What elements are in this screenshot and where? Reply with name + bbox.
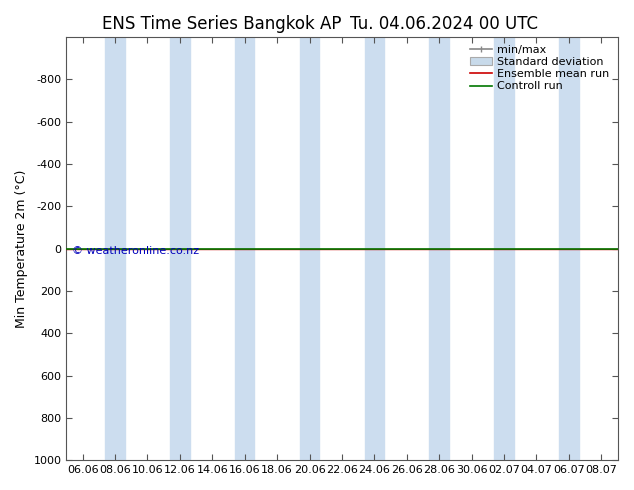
Y-axis label: Min Temperature 2m (°C): Min Temperature 2m (°C)	[15, 170, 28, 328]
Bar	[559, 37, 579, 460]
Text: Tu. 04.06.2024 00 UTC: Tu. 04.06.2024 00 UTC	[350, 15, 538, 33]
Bar	[300, 37, 320, 460]
Bar	[235, 37, 254, 460]
Bar	[365, 37, 384, 460]
Text: © weatheronline.co.nz: © weatheronline.co.nz	[72, 246, 199, 256]
Bar	[170, 37, 190, 460]
Bar	[495, 37, 514, 460]
Legend: min/max, Standard deviation, Ensemble mean run, Controll run: min/max, Standard deviation, Ensemble me…	[465, 40, 614, 96]
Bar	[429, 37, 449, 460]
Bar	[105, 37, 125, 460]
Text: ENS Time Series Bangkok AP: ENS Time Series Bangkok AP	[102, 15, 342, 33]
